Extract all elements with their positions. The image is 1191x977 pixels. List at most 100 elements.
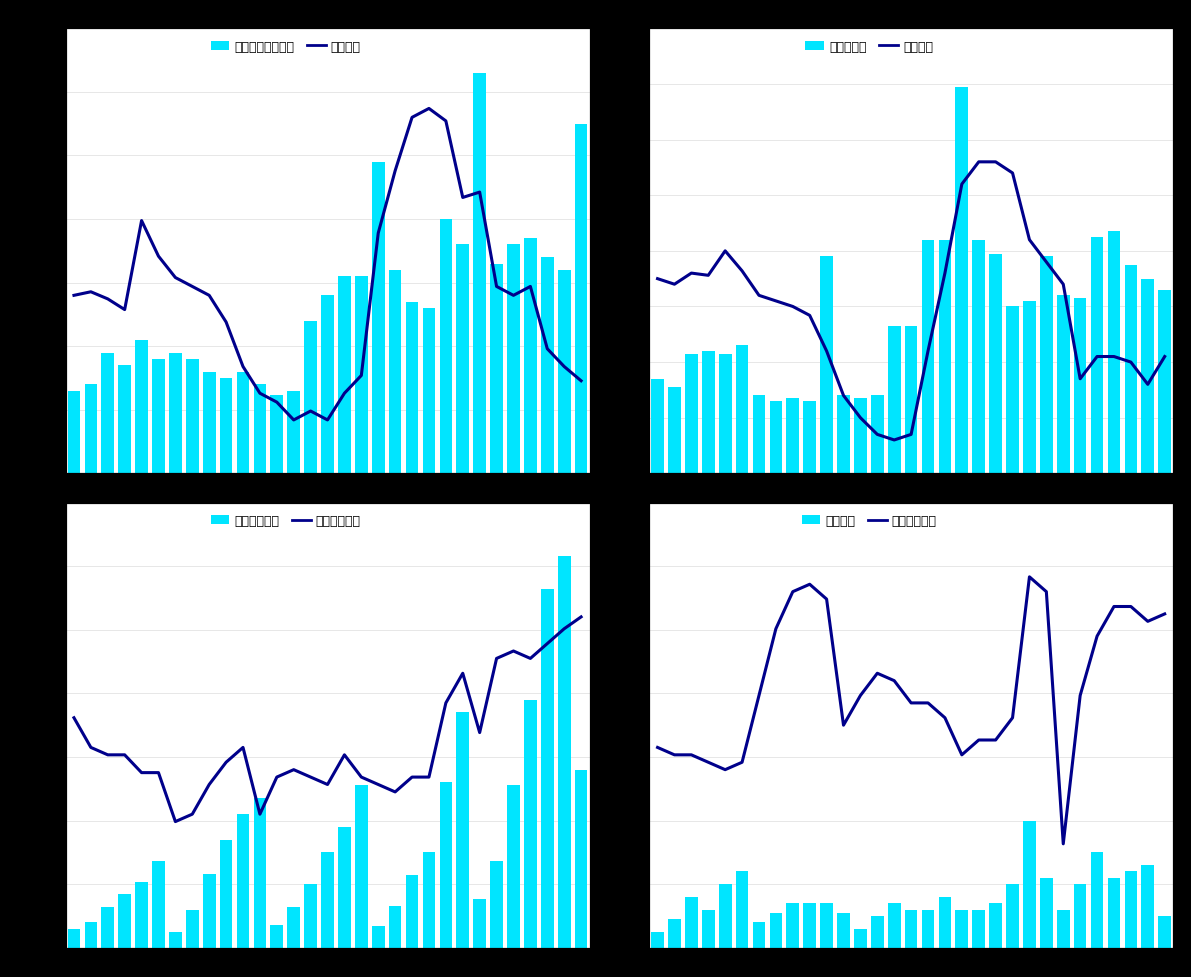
Bar <box>439 220 453 474</box>
Bar <box>439 783 453 948</box>
Bar <box>972 910 985 948</box>
Bar <box>473 900 486 948</box>
Bar <box>355 277 368 474</box>
Bar <box>922 240 935 474</box>
Bar <box>939 897 952 948</box>
Legend: 单月按揭贷, 同比增速: 单月按揭贷, 同比增速 <box>800 35 939 59</box>
Bar <box>1091 852 1103 948</box>
Bar <box>406 875 418 948</box>
Bar <box>1091 237 1103 474</box>
Bar <box>372 926 385 948</box>
Bar <box>1074 299 1086 474</box>
Bar <box>388 271 401 474</box>
Bar <box>541 589 554 948</box>
Bar <box>786 399 799 474</box>
Bar <box>372 162 385 474</box>
Bar <box>254 798 267 948</box>
Bar <box>575 770 587 948</box>
Bar <box>1023 821 1036 948</box>
Bar <box>507 786 519 948</box>
Bar <box>905 910 917 948</box>
Bar <box>736 871 748 948</box>
Bar <box>473 74 486 474</box>
Bar <box>990 903 1002 948</box>
Bar <box>355 786 368 948</box>
Legend: 自笹资金累计, 自笹资金占比: 自笹资金累计, 自笹资金占比 <box>206 509 366 532</box>
Bar <box>423 309 435 474</box>
Bar <box>491 862 503 948</box>
Bar <box>651 379 663 474</box>
Bar <box>821 257 833 474</box>
Bar <box>651 932 663 948</box>
Bar <box>322 296 333 474</box>
Bar <box>202 874 216 948</box>
Bar <box>1141 866 1154 948</box>
Bar <box>220 839 232 948</box>
Bar <box>701 352 715 474</box>
Bar <box>557 557 570 948</box>
Bar <box>837 396 850 474</box>
Bar <box>1023 302 1036 474</box>
Bar <box>854 928 867 948</box>
Bar <box>1108 233 1121 474</box>
Bar <box>955 910 968 948</box>
Bar <box>1108 877 1121 948</box>
Bar <box>85 922 98 948</box>
Bar <box>769 402 782 474</box>
Bar <box>719 884 731 948</box>
Bar <box>169 353 182 474</box>
Bar <box>524 239 537 474</box>
Bar <box>338 827 351 948</box>
Bar <box>152 360 164 474</box>
Bar <box>220 378 232 474</box>
Bar <box>322 852 333 948</box>
Bar <box>169 932 182 948</box>
Bar <box>423 852 435 948</box>
Bar <box>871 916 884 948</box>
Bar <box>1159 290 1171 474</box>
Bar <box>507 245 519 474</box>
Bar <box>136 881 148 948</box>
Bar <box>1040 877 1053 948</box>
Bar <box>1056 910 1070 948</box>
Bar <box>753 396 766 474</box>
Bar <box>406 303 418 474</box>
Bar <box>491 265 503 474</box>
Bar <box>685 355 698 474</box>
Bar <box>939 240 952 474</box>
Bar <box>887 903 900 948</box>
Bar <box>804 402 816 474</box>
Bar <box>685 897 698 948</box>
Bar <box>202 372 216 474</box>
Bar <box>668 388 681 474</box>
Bar <box>753 922 766 948</box>
Bar <box>101 907 114 948</box>
Legend: 自笹资金, 自笹资金占比: 自笹资金, 自笹资金占比 <box>797 509 942 532</box>
Bar <box>719 355 731 474</box>
Bar <box>854 399 867 474</box>
Bar <box>118 894 131 948</box>
Bar <box>668 919 681 948</box>
Bar <box>85 385 98 474</box>
Bar <box>287 907 300 948</box>
Bar <box>1006 307 1018 474</box>
Bar <box>338 277 351 474</box>
Bar <box>541 258 554 474</box>
Bar <box>922 910 935 948</box>
Bar <box>237 815 249 948</box>
Bar <box>701 910 715 948</box>
Bar <box>1124 871 1137 948</box>
Bar <box>118 366 131 474</box>
Bar <box>68 928 80 948</box>
Bar <box>1159 916 1171 948</box>
Bar <box>287 392 300 474</box>
Legend: 单月定金及预收款, 同比增速: 单月定金及预收款, 同比增速 <box>206 35 366 59</box>
Bar <box>786 903 799 948</box>
Bar <box>972 240 985 474</box>
Bar <box>68 392 80 474</box>
Bar <box>101 353 114 474</box>
Bar <box>456 245 469 474</box>
Bar <box>887 326 900 474</box>
Bar <box>254 385 267 474</box>
Bar <box>821 903 833 948</box>
